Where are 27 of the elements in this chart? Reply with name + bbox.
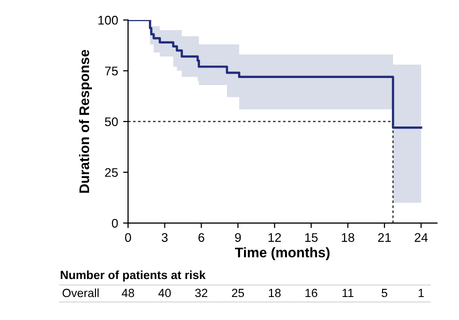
x-axis-title: Time (months)	[234, 247, 330, 260]
text: 11	[342, 288, 354, 298]
x-tick-label: 12	[268, 233, 281, 242]
text: 18	[268, 288, 281, 298]
x-tick-label: 18	[342, 233, 354, 242]
text: 5	[382, 288, 388, 298]
x-tick-label: 3	[162, 233, 168, 242]
x-tick-label: 0	[125, 233, 132, 242]
x-tick-label: 6	[198, 233, 204, 242]
text: Overall	[62, 288, 99, 298]
text: 32	[195, 288, 208, 298]
y-tick-label: 100	[98, 16, 118, 25]
text: 48	[122, 288, 134, 298]
x-tick-label: 21	[378, 233, 391, 242]
text: 16	[306, 288, 318, 298]
y-axis-title: Duration of Response	[78, 50, 92, 193]
y-tick-label: 75	[105, 66, 118, 76]
y-tick-label: 0	[112, 218, 118, 228]
text: 40	[158, 288, 171, 298]
y-tick-label: 50	[104, 117, 118, 126]
y-tick-label: 25	[105, 168, 118, 177]
text: 1	[418, 288, 424, 298]
text: 25	[232, 288, 244, 298]
text: Number of patients at risk	[60, 270, 206, 282]
x-tick-label: 24	[414, 233, 428, 242]
x-tick-label: 9	[235, 233, 241, 242]
x-tick-label: 15	[305, 233, 318, 242]
